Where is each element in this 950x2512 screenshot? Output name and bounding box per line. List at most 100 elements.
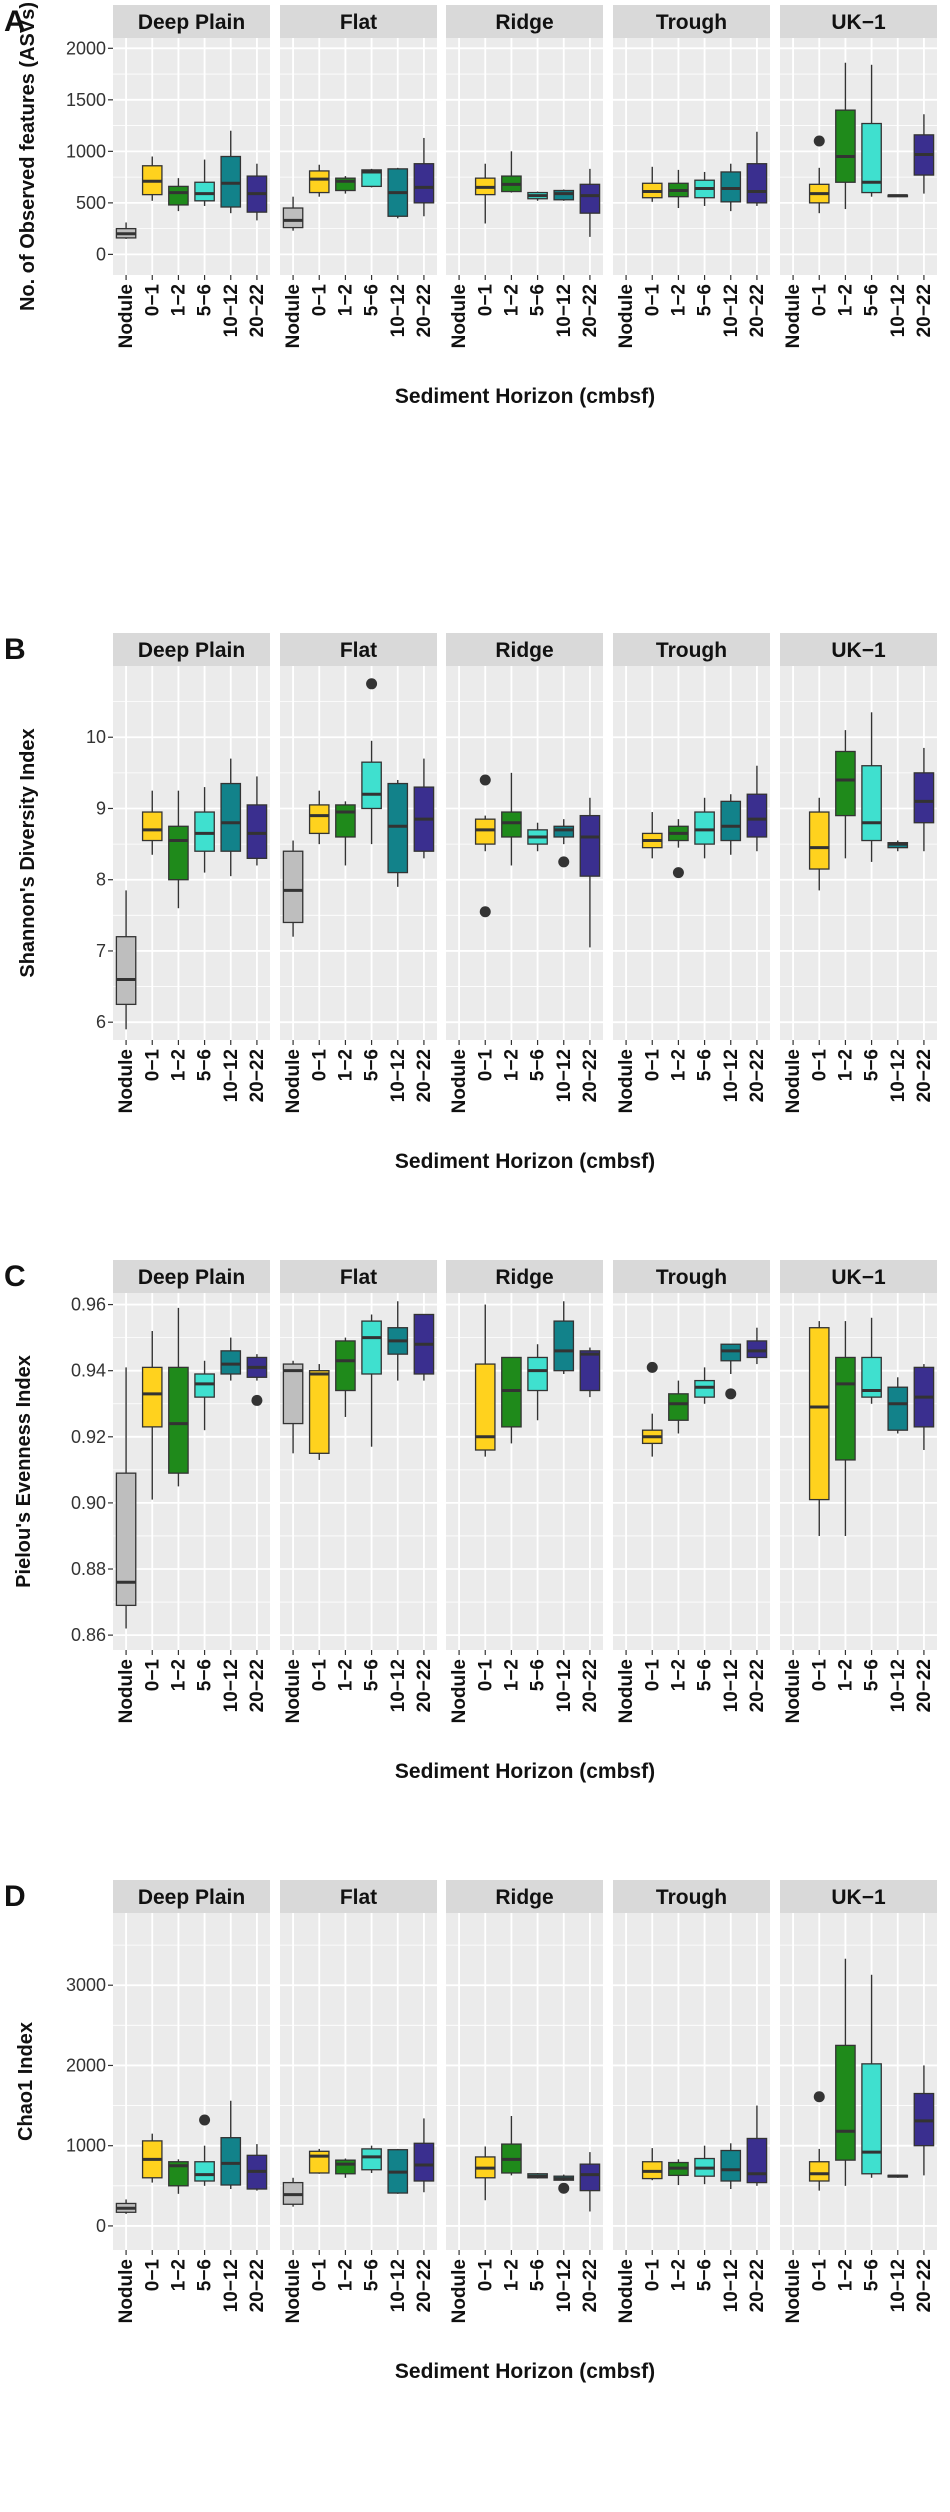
panel-label: A (4, 5, 26, 38)
x-tick-label: Nodule (449, 1659, 470, 1723)
facet-flat: Flat Nodule 0−1 1−2 5−6 10−12 20−22 (280, 5, 437, 348)
facet-ridge: Ridge Nodule 0−1 1−2 5−6 10−12 20−22 (446, 5, 603, 348)
x-tick-label: 10−12 (721, 1659, 742, 1712)
facet-trough: Trough Nodule 0−1 1−2 5−6 10−12 20−22 (613, 1880, 770, 2323)
box-20-22 (579, 797, 601, 948)
outlier-point (251, 1394, 263, 1406)
x-tick-label: 10−12 (221, 1049, 242, 1102)
plot-background (446, 1293, 603, 1650)
iqr-box (141, 1366, 163, 1428)
facet-title: UK−1 (831, 11, 886, 34)
x-tick-label: 10−12 (721, 2259, 742, 2312)
box-10-12 (553, 189, 575, 201)
x-tick-label: 5−6 (695, 1049, 716, 1081)
y-tick-label: 6 (96, 1012, 106, 1032)
x-tick-label: 5−6 (862, 284, 883, 316)
facet-trough: Trough Nodule 0−1 1−2 5−6 10−12 20−22 (613, 5, 770, 348)
x-tick-label: 1−2 (501, 1049, 522, 1081)
iqr-box (282, 207, 304, 229)
iqr-box (720, 171, 742, 203)
box-20-22 (913, 1364, 935, 1451)
x-tick-label: 20−22 (414, 1049, 435, 1102)
iqr-box (746, 163, 768, 204)
box-20-22 (579, 1347, 601, 1398)
x-tick-label: 10−12 (721, 284, 742, 337)
box-1-2 (501, 151, 522, 193)
box-5-6 (361, 2145, 382, 2173)
x-tick-label: Nodule (616, 284, 637, 348)
facet-ridge: Ridge Nodule 0−1 1−2 5−6 10−12 20−22 (446, 1260, 603, 1723)
plot-background (780, 1293, 937, 1650)
y-tick-label: 0.92 (71, 1427, 106, 1447)
x-tick-label: 10−12 (888, 284, 909, 337)
facet-title: Flat (340, 639, 377, 662)
iqr-box (808, 1327, 830, 1501)
iqr-box (141, 811, 163, 842)
box-5-6 (361, 1314, 382, 1447)
x-tick-label: 20−22 (747, 2259, 768, 2312)
box-nodule (282, 196, 304, 231)
y-tick-label: 8 (96, 870, 106, 890)
box-1-2 (835, 1958, 856, 2186)
x-tick-label: 0−1 (642, 1049, 663, 1082)
x-tick-label: 0−1 (309, 1659, 330, 1692)
box-5-6 (527, 822, 548, 852)
iqr-box (746, 2137, 768, 2184)
x-tick-label: 5−6 (195, 284, 216, 316)
box-5-6 (861, 712, 882, 862)
iqr-box (168, 185, 189, 206)
box-20-22 (413, 758, 435, 859)
box-5-6 (194, 2114, 215, 2186)
x-tick-label: 10−12 (721, 1049, 742, 1102)
x-tick-label: Nodule (116, 1049, 137, 1113)
y-axis-title: No. of Observed features (ASVs) (17, 2, 39, 311)
box-5-6 (361, 168, 382, 188)
x-tick-label: 20−22 (414, 1659, 435, 1712)
box-1-2 (335, 1337, 356, 1417)
x-tick-label: 5−6 (528, 1659, 549, 1691)
facet-strip (780, 633, 937, 666)
x-tick-label: 5−6 (862, 1049, 883, 1081)
facet-strip (446, 5, 603, 38)
x-tick-label: 1−2 (168, 2259, 189, 2291)
iqr-box (282, 1363, 304, 1425)
x-tick-label: 10−12 (221, 284, 242, 337)
iqr-box (361, 169, 382, 188)
outlier-point (199, 2114, 211, 2126)
x-axis-title: Sediment Horizon (cmbsf) (395, 2360, 655, 2383)
box-0-1 (308, 1364, 330, 1460)
x-tick-label: 1−2 (668, 284, 689, 316)
x-tick-label: 0−1 (142, 1049, 163, 1082)
x-tick-label: 20−22 (414, 2259, 435, 2312)
x-tick-label: 10−12 (888, 2259, 909, 2312)
box-10-12 (553, 819, 575, 868)
box-0-1 (474, 1304, 496, 1457)
facet-uk-1: UK−1 Nodule 0−1 1−2 5−6 10−12 20−22 (780, 5, 937, 348)
x-tick-label: 5−6 (195, 2259, 216, 2291)
box-5-6 (861, 64, 882, 197)
panel-a: ANo. of Observed features (ASVs) 0 500 1000… (4, 2, 937, 408)
box-0-1 (141, 156, 163, 201)
iqr-box (861, 122, 882, 194)
x-tick-label: 5−6 (528, 2259, 549, 2291)
x-axis-title: Sediment Horizon (cmbsf) (395, 1150, 655, 1173)
iqr-box (361, 761, 382, 810)
iqr-box (474, 1363, 496, 1451)
box-0-1 (308, 164, 330, 197)
panel-b: B Shannon's Diversity Index 6 7 8 9 10 Deep Pla… (4, 633, 937, 1173)
iqr-box (308, 804, 330, 835)
facet-deep-plain: Deep Plain Nodule 0−1 1−2 5−6 10−12 20−22 (113, 5, 270, 348)
box-5-6 (361, 678, 382, 845)
iqr-box (361, 1320, 382, 1375)
iqr-box (808, 2161, 830, 2182)
x-tick-label: 5−6 (195, 1049, 216, 1081)
iqr-box (887, 1386, 909, 1431)
x-tick-label: 20−22 (747, 1659, 768, 1712)
iqr-box (413, 2142, 435, 2182)
plot-background (280, 666, 437, 1040)
panel-label: D (4, 1880, 26, 1913)
facet-trough: Trough Nodule 0−1 1−2 5−6 10−12 20−22 (613, 1260, 770, 1723)
x-tick-label: 1−2 (835, 1659, 856, 1691)
plot-background (280, 1293, 437, 1650)
